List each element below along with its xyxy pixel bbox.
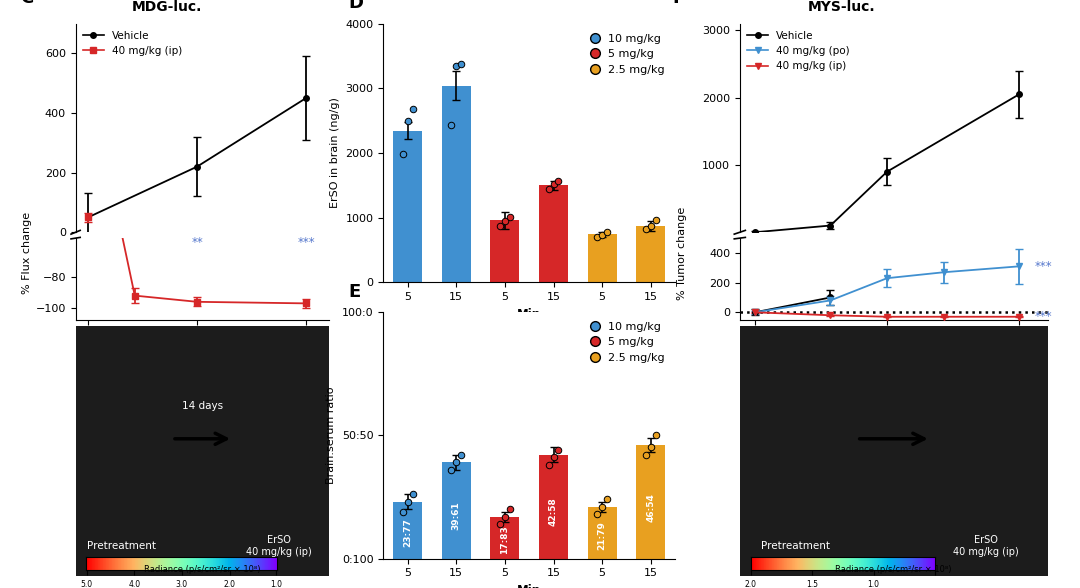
Point	[400, 116, 417, 125]
X-axis label: Min: Min	[517, 584, 541, 588]
Point	[642, 443, 659, 452]
Point	[550, 176, 567, 186]
Bar	[636, 445, 665, 559]
Bar	[490, 517, 519, 559]
Point	[448, 457, 465, 467]
Y-axis label: % Tumor change: % Tumor change	[677, 206, 688, 300]
Legend: Vehicle, 40 mg/kg (po), 40 mg/kg (ip): Vehicle, 40 mg/kg (po), 40 mg/kg (ip)	[743, 26, 854, 75]
Text: Pretreatment: Pretreatment	[86, 541, 156, 552]
Text: 39:61: 39:61	[451, 501, 461, 530]
Bar	[636, 226, 665, 282]
Bar	[588, 507, 617, 559]
Point	[491, 221, 509, 230]
Y-axis label: ErSO in brain (ng/g): ErSO in brain (ng/g)	[330, 98, 340, 208]
Text: ErSO
40 mg/kg (ip): ErSO 40 mg/kg (ip)	[954, 536, 1018, 557]
Point	[491, 519, 509, 529]
Point	[589, 509, 606, 519]
Point	[453, 59, 470, 68]
Text: 46:54: 46:54	[646, 493, 656, 522]
Point	[501, 505, 518, 514]
Point	[637, 225, 654, 234]
Text: 23:77: 23:77	[403, 519, 413, 547]
Legend: Vehicle, 40 mg/kg (ip): Vehicle, 40 mg/kg (ip)	[79, 26, 187, 60]
Y-axis label: % Flux change: % Flux change	[23, 212, 32, 294]
Point	[496, 217, 514, 226]
Bar	[442, 86, 471, 282]
Text: 17:83: 17:83	[500, 525, 510, 554]
Text: 14 days: 14 days	[181, 401, 224, 412]
Point	[443, 465, 460, 475]
Point	[443, 121, 460, 130]
Point	[540, 185, 557, 194]
Point	[400, 497, 417, 506]
Point	[545, 453, 563, 462]
Point	[598, 227, 616, 236]
Point	[404, 104, 421, 113]
Point	[589, 232, 606, 242]
Point	[637, 450, 654, 460]
Text: ***: ***	[1035, 260, 1052, 273]
Point	[404, 490, 421, 499]
Text: Radiance (p/s/cm²/sr × 10⁸): Radiance (p/s/cm²/sr × 10⁸)	[836, 564, 951, 574]
Text: Radiance (p/s/cm²/sr × 10⁸): Radiance (p/s/cm²/sr × 10⁸)	[145, 564, 260, 574]
Bar	[539, 455, 568, 559]
Point	[647, 215, 664, 225]
Text: C: C	[19, 0, 33, 6]
Legend: 10 mg/kg, 5 mg/kg, 2.5 mg/kg: 10 mg/kg, 5 mg/kg, 2.5 mg/kg	[586, 29, 670, 79]
Point	[540, 460, 557, 469]
Point	[642, 221, 659, 230]
Text: MDG-luc.: MDG-luc.	[132, 0, 202, 14]
Text: F: F	[672, 0, 685, 6]
Point	[550, 445, 567, 455]
Bar	[539, 185, 568, 282]
Text: 42:58: 42:58	[549, 497, 558, 526]
Point	[496, 512, 514, 522]
Bar	[393, 502, 422, 559]
Y-axis label: Brain:serum ratio: Brain:serum ratio	[326, 386, 337, 484]
Point	[501, 212, 518, 222]
Bar	[588, 235, 617, 282]
Bar	[490, 220, 519, 282]
Bar	[393, 131, 422, 282]
Text: MYS-luc.: MYS-luc.	[808, 0, 875, 14]
Point	[594, 230, 611, 240]
Text: Pretreatment: Pretreatment	[760, 541, 829, 552]
Text: ErSO
40 mg/kg (ip): ErSO 40 mg/kg (ip)	[246, 536, 311, 557]
Point	[453, 450, 470, 460]
Point	[394, 507, 411, 516]
Bar	[442, 462, 471, 559]
X-axis label: Min: Min	[517, 308, 541, 320]
Text: ***: ***	[1035, 310, 1052, 323]
Point	[394, 149, 411, 159]
Point	[594, 502, 611, 512]
X-axis label: Days of treatment: Days of treatment	[143, 346, 262, 359]
Text: 21:79: 21:79	[597, 521, 607, 550]
Text: **: **	[191, 236, 203, 249]
Text: ***: ***	[297, 236, 315, 249]
Point	[647, 430, 664, 440]
Text: E: E	[349, 283, 361, 301]
X-axis label: Days of treatment: Days of treatment	[834, 346, 954, 359]
Point	[545, 179, 563, 189]
Point	[598, 495, 616, 504]
Text: D: D	[349, 0, 363, 12]
Point	[448, 62, 465, 71]
Legend: 10 mg/kg, 5 mg/kg, 2.5 mg/kg: 10 mg/kg, 5 mg/kg, 2.5 mg/kg	[586, 317, 670, 367]
